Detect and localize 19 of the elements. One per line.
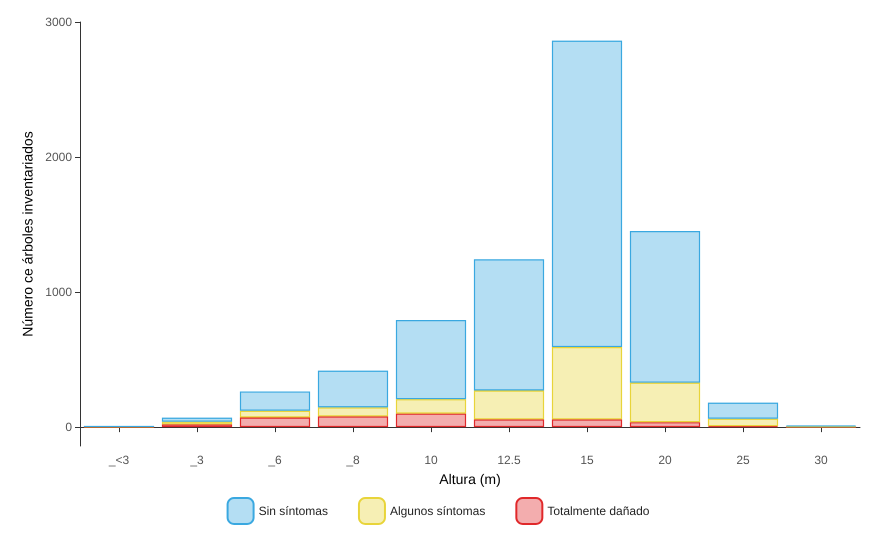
x-tick-label: 12.5 (497, 453, 521, 467)
x-tick-label: 25 (736, 453, 750, 467)
y-tick-label: 0 (65, 420, 72, 434)
legend-label: Sin síntomas (258, 504, 328, 518)
x-axis-title: Altura (m) (439, 471, 501, 487)
legend-label: Totalmente dañado (547, 504, 650, 518)
x-tick-label: 15 (580, 453, 594, 467)
y-tick-label: 1000 (45, 285, 72, 300)
y-tick-label: 3000 (45, 15, 72, 29)
x-tick-label: 30 (814, 453, 828, 467)
x-tick-label: _6 (267, 453, 282, 467)
x-tick-label: 10 (424, 453, 438, 467)
x-tick-label: _<3 (108, 453, 130, 467)
x-tick-label: _8 (345, 453, 360, 467)
legend-label: Algunos síntomas (390, 504, 486, 518)
y-axis-title: Número ce árboles inventariados (19, 131, 36, 337)
x-tick-label: 20 (658, 453, 672, 467)
y-tick-label: 2000 (45, 150, 72, 164)
x-tick-label: _3 (189, 453, 204, 467)
